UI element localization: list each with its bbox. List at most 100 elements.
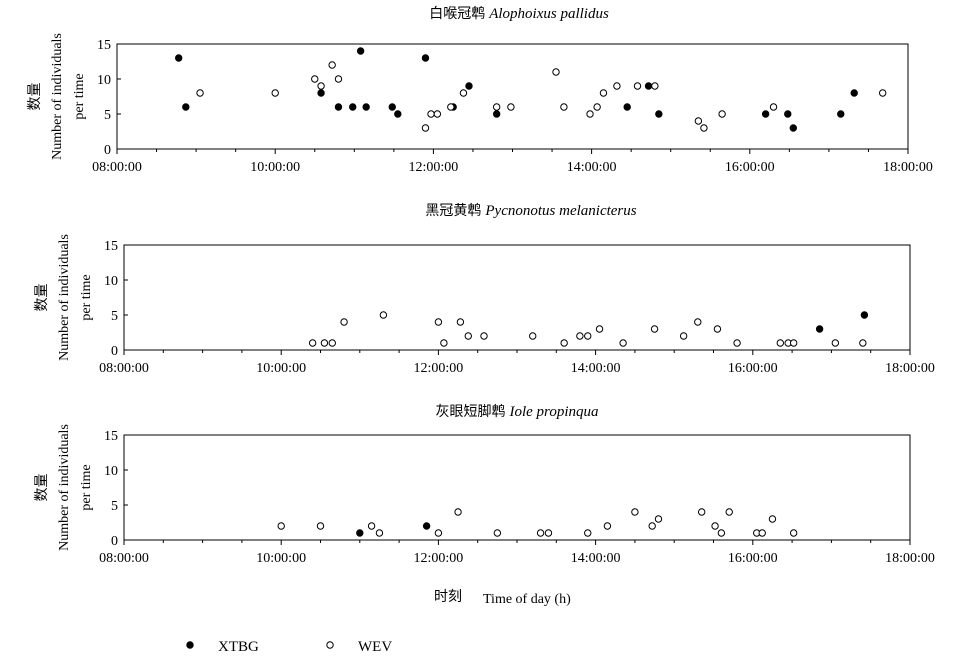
data-point-wev [593,103,601,111]
data-point-wev [789,529,798,537]
chart-panel-2: 黑冠黄鹎 Pycnonotus melanicterus 0 5 10 15 08:00:0… [34,202,935,376]
data-point-wev [560,103,568,111]
x-tick-label: 12:00:00 [414,551,464,566]
data-point-wev [694,318,702,326]
x-tick-label: 14:00:00 [571,551,621,566]
y-axis-label-en-1: Number of individuals [57,424,72,551]
panel-title-cn: 白喉冠鹎 [429,6,485,22]
data-point-wev [769,103,778,111]
data-point-wev [440,339,448,347]
data-point-wev [631,508,639,516]
data-point-xtbg [421,54,430,62]
data-point-wev [434,318,443,326]
data-point-wev [454,508,462,516]
data-point-wev [433,110,442,118]
x-tick-label: 14:00:00 [567,160,617,175]
data-point-xtbg [362,103,370,111]
data-point-wev [613,82,621,90]
x-tick-label: 12:00:00 [414,361,464,376]
chart-panel-3: 灰眼短脚鹎 Iole propinqua 0 5 10 15 08:00:00 10:00:0… [34,404,935,566]
data-point-wev [648,522,656,530]
x-tick-label: 18:00:00 [883,160,933,175]
data-point-wev [308,339,317,347]
y-axis-label-cn: 数量 [34,474,50,502]
y-tick-label: 10 [97,73,111,88]
data-point-wev [831,339,840,347]
x-tick-label: 08:00:00 [92,160,142,175]
data-point-wev [379,311,388,319]
legend-label-xtbg: XTBG [218,639,259,655]
data-point-xtbg [388,103,396,111]
data-point-xtbg [655,110,663,118]
data-point-wev [434,529,443,537]
data-point-wev [576,332,584,340]
y-tick-label: 5 [111,499,118,514]
data-point-wev [599,89,608,97]
data-point-wev [698,508,706,516]
panel-title: 黑冠黄鹎 Pycnonotus melanicterus [425,202,636,219]
data-point-xtbg [492,110,501,118]
panel-title-en: Iole propinqua [508,404,598,420]
panel-title-en: Pycnonotus melanicterus [484,203,636,219]
data-point-wev [711,522,719,530]
legend-label-wev: WEV [358,639,392,655]
y-axis-label-cn: 数量 [27,83,43,111]
data-point-wev [340,318,348,326]
data-point-wev [650,325,659,333]
data-point-wev [447,103,455,111]
x-tick-label: 10:00:00 [256,361,306,376]
data-point-xtbg [356,529,364,537]
data-point-wev [584,332,592,340]
x-axis-label-en: Time of day (h) [483,592,571,607]
x-tick-label: 14:00:00 [571,361,621,376]
data-point-wev [456,318,465,326]
data-point-xtbg [349,103,357,111]
y-tick-label: 5 [111,309,118,324]
data-point-wev [311,75,319,83]
panels: 白喉冠鹎 Alophoixus pallidus 0 5 10 15 08:00:00 10:… [27,6,935,566]
y-tick-label: 0 [111,344,118,359]
data-point-xtbg [837,110,845,118]
y-tick-label: 5 [104,108,111,123]
data-point-wev [733,339,741,347]
y-tick-label: 15 [104,429,118,444]
data-point-wev [878,89,887,97]
data-point-wev [367,522,376,530]
data-point-xtbg [422,522,431,530]
data-point-wev [316,522,325,530]
data-point-wev [320,339,329,347]
x-tick-label: 18:00:00 [885,361,935,376]
plot-frame [123,434,911,541]
y-axis-label-en-2: per time [79,274,94,320]
data-point-wev [725,508,733,516]
legend-marker-wev [326,641,334,649]
data-point-wev [758,529,766,537]
y-axis-label-en-2: per time [79,464,94,510]
data-point-wev [328,61,336,69]
x-axis-label-cn: 时刻 [434,589,462,605]
data-point-wev [464,332,472,340]
data-point-wev [679,332,688,340]
legend-marker-xtbg [186,641,194,649]
data-point-wev [859,339,867,347]
data-point-wev [694,117,703,125]
y-tick-label: 10 [104,274,118,289]
chart-panel-1: 白喉冠鹎 Alophoixus pallidus 0 5 10 15 08:00:00 10:… [27,6,933,175]
data-point-wev [595,325,604,333]
data-point-wev [713,325,722,333]
data-point-xtbg [317,89,325,97]
data-point-wev [633,82,642,90]
data-point-wev [271,89,279,97]
data-point-wev [776,339,785,347]
data-point-wev [317,82,325,90]
data-point-xtbg [784,110,792,118]
panel-title-cn: 灰眼短脚鹎 [435,404,505,420]
data-point-wev [375,529,384,537]
y-tick-label: 10 [104,464,118,479]
data-point-wev [334,75,343,83]
y-tick-label: 15 [97,38,111,53]
data-point-xtbg [789,124,798,132]
data-point-wev [544,529,553,537]
plot-frame [123,244,911,351]
data-point-xtbg [182,103,190,111]
